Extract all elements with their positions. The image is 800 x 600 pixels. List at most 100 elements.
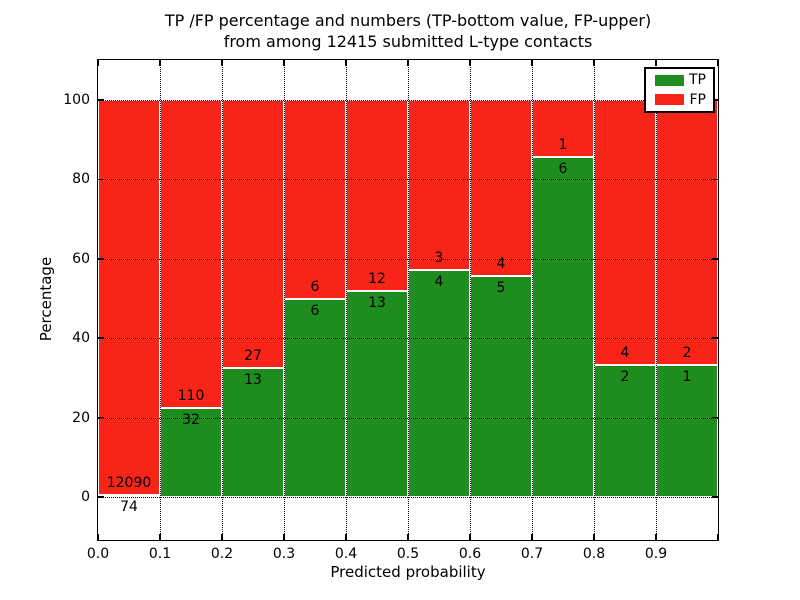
x-axis-tick (531, 534, 533, 540)
x-tick-label: 0.3 (272, 546, 296, 562)
tp-count-label: 5 (496, 280, 506, 297)
tp-count-label: 1 (682, 368, 692, 385)
x-axis-label: Predicted probability (330, 563, 486, 581)
y-tick-label: 80 (72, 171, 90, 188)
vertical-gridline (160, 60, 161, 540)
tp-count-label: 6 (310, 302, 320, 319)
fp-count-label: 6 (310, 278, 320, 295)
bar-tp-segment (594, 364, 656, 497)
fp-count-label: 12090 (106, 474, 152, 491)
bar-tp-segment (346, 290, 408, 497)
fp-count-label: 27 (244, 347, 262, 364)
y-tick-label: 20 (72, 409, 90, 426)
x-axis-tick-top (531, 60, 533, 66)
y-axis-tick-right (712, 416, 718, 419)
y-axis-tick-right (712, 178, 718, 181)
x-axis-tick-top (159, 60, 161, 66)
y-tick-label: 60 (72, 250, 90, 267)
x-axis-tick-top (221, 60, 223, 66)
bar-fp-segment (408, 100, 470, 271)
y-axis-tick-right (712, 99, 718, 101)
x-tick-label: 0.7 (520, 546, 544, 562)
tp-legend-swatch (655, 74, 684, 86)
y-axis-label: Percentage (37, 256, 55, 342)
y-axis-tick (98, 258, 104, 260)
tp-count-label: 2 (620, 368, 630, 385)
y-axis-tick-right (712, 258, 718, 260)
fp-count-label: 1 (558, 136, 568, 153)
tp-count-label: 13 (368, 294, 386, 311)
tp-count-label: 4 (434, 274, 444, 291)
plot-area: TP FP 12090 74 110 32 27 13 6 6 12 13 3 4 4 5 1 6 4 2 2 1 (97, 59, 719, 541)
vertical-gridline (408, 60, 409, 540)
x-tick-label: 0.4 (334, 546, 358, 562)
x-tick-label: 0.5 (396, 546, 420, 562)
x-axis-tick (717, 534, 719, 540)
x-axis-tick-top (97, 60, 99, 66)
x-axis-tick (283, 534, 285, 540)
vertical-gridline (284, 60, 285, 540)
legend-entry-tp: TP (646, 72, 713, 88)
chart-title-line2: from among 12415 submitted L-type contac… (223, 32, 593, 51)
y-axis-tick (98, 496, 104, 498)
bar-tp-segment (532, 156, 594, 497)
x-tick-label: 0.0 (86, 546, 110, 562)
x-axis-tick (469, 534, 471, 540)
y-axis-tick (98, 178, 104, 181)
x-axis-tick-top (469, 60, 471, 66)
x-axis-tick-top (345, 60, 347, 66)
vertical-gridline (470, 60, 471, 540)
fp-legend-label: FP (689, 91, 707, 108)
x-axis-tick (159, 534, 161, 540)
x-tick-label: 0.2 (210, 546, 234, 562)
x-tick-label: 0.6 (458, 546, 482, 562)
y-axis-tick (98, 416, 104, 419)
tp-legend-label: TP (689, 72, 706, 89)
bar-fp-segment (98, 100, 160, 495)
bar-tp-segment (160, 407, 222, 497)
fp-count-label: 2 (682, 344, 692, 361)
x-axis-tick-top (283, 60, 285, 66)
x-axis-tick (345, 534, 347, 540)
x-axis-tick-top (593, 60, 595, 66)
bar-fp-segment (594, 100, 656, 365)
y-axis-tick (98, 99, 104, 101)
bar-tp-segment (98, 494, 160, 497)
bar-fp-segment (346, 100, 408, 291)
chart-title-line1: TP /FP percentage and numbers (TP-bottom… (164, 11, 652, 30)
bar-fp-segment (160, 100, 222, 408)
x-axis-tick-top (717, 60, 719, 66)
y-axis-tick-right (712, 496, 718, 498)
vertical-gridline (594, 60, 595, 540)
y-tick-label: 0 (81, 489, 90, 505)
bar-tp-segment (284, 298, 346, 497)
fp-count-label: 3 (434, 250, 444, 267)
y-tick-label: 40 (72, 330, 90, 347)
x-axis-tick-top (407, 60, 409, 66)
x-tick-label: 0.8 (582, 546, 606, 562)
vertical-gridline (346, 60, 347, 540)
bar-fp-segment (470, 100, 532, 277)
y-axis-tick (98, 337, 104, 339)
fp-count-label: 12 (368, 270, 386, 287)
fp-count-label: 4 (620, 344, 630, 361)
legend: TP FP (644, 67, 715, 113)
chart-title: TP /FP percentage and numbers (TP-bottom… (98, 10, 718, 52)
tp-count-label: 74 (120, 498, 138, 515)
fp-count-label: 110 (177, 387, 205, 404)
fp-legend-swatch (655, 94, 684, 106)
y-axis-tick-right (712, 337, 718, 339)
x-axis-tick-top (655, 60, 657, 66)
x-axis-tick (593, 534, 595, 540)
legend-entry-fp: FP (646, 92, 713, 108)
vertical-gridline (222, 60, 223, 540)
fp-count-label: 4 (496, 256, 506, 273)
x-axis-tick (221, 534, 223, 540)
vertical-gridline (532, 60, 533, 540)
vertical-gridline (656, 60, 657, 540)
x-axis-tick (407, 534, 409, 540)
tp-count-label: 13 (244, 371, 262, 388)
tp-count-label: 6 (558, 160, 568, 177)
x-axis-tick (655, 534, 657, 540)
